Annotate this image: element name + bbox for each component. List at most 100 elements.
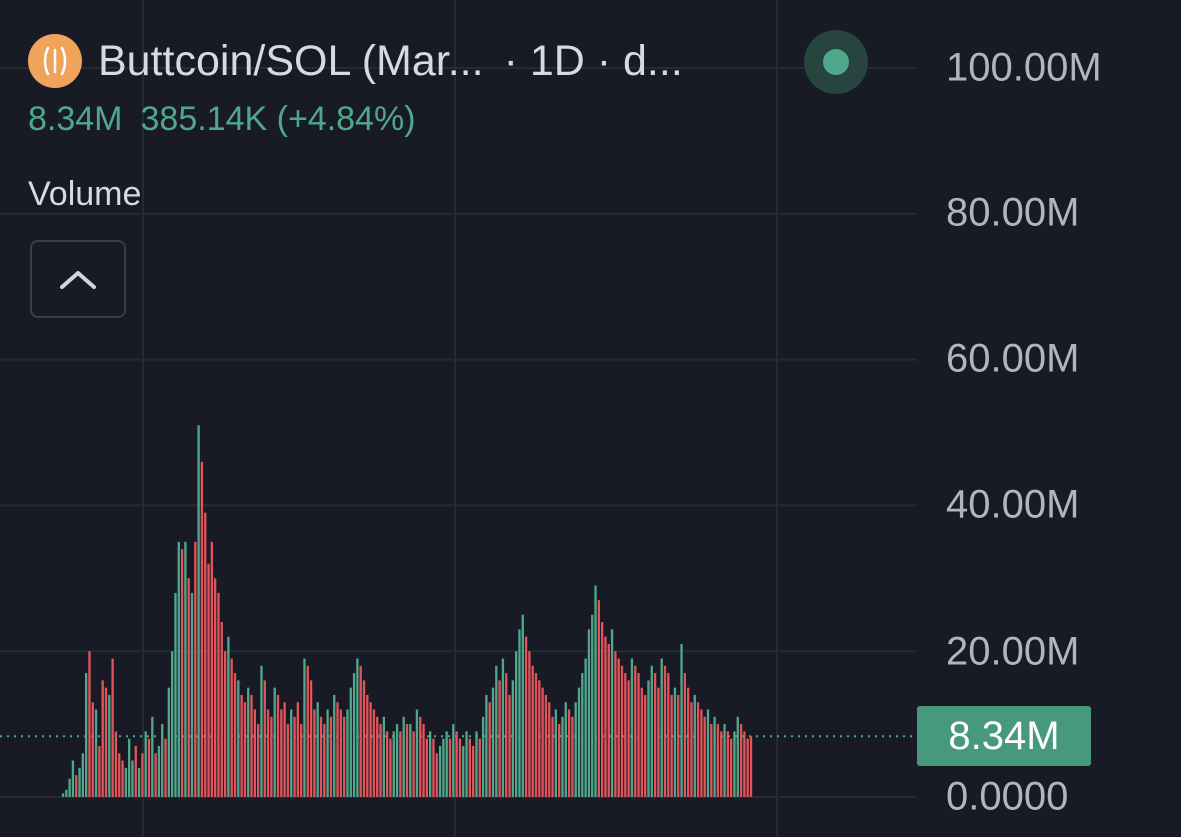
volume-bar <box>293 716 296 797</box>
volume-bar <box>739 724 743 797</box>
pair-name: Buttcoin/SOL (Mar... <box>98 36 484 85</box>
volume-bar <box>478 738 481 797</box>
volume-bar <box>644 694 647 797</box>
volume-bar <box>134 745 137 797</box>
volume-bar <box>78 767 81 797</box>
volume-bar <box>452 724 455 797</box>
volume-bar <box>352 673 356 797</box>
volume-bar <box>442 738 445 797</box>
volume-bar <box>210 541 214 797</box>
volume-bar <box>713 716 716 797</box>
volume-bar <box>323 724 326 797</box>
volume-bar <box>515 651 518 797</box>
axis-label: 80.00M <box>946 190 1080 235</box>
indicator-label[interactable]: Volume <box>28 175 142 213</box>
volume-bar <box>237 680 240 797</box>
volume-bar <box>425 738 429 797</box>
volume-bar <box>339 709 343 797</box>
volume-bar <box>379 724 382 797</box>
volume-bar <box>157 745 161 797</box>
volume-bar <box>438 745 442 797</box>
market-status-indicator[interactable] <box>804 30 868 94</box>
volume-bar <box>389 738 392 797</box>
volume-bar <box>594 585 597 797</box>
volume-bar <box>534 673 538 797</box>
collapse-button[interactable] <box>30 240 126 318</box>
volume-bar <box>392 731 395 797</box>
volume-bar <box>276 694 280 797</box>
volume-bar <box>85 673 88 797</box>
volume-bar <box>422 724 425 797</box>
volume-bar <box>577 687 581 797</box>
volume-bar <box>184 541 187 797</box>
axis-label: 20.00M <box>946 629 1080 674</box>
volume-bar <box>657 687 660 797</box>
volume-bar <box>730 738 733 797</box>
volume-bar <box>601 622 604 797</box>
volume-bar <box>630 658 634 797</box>
volume-bar <box>637 673 640 797</box>
volume-bar <box>240 694 243 797</box>
volume-bar <box>167 687 171 797</box>
volume-bar <box>495 665 498 797</box>
volume-bar <box>667 673 670 797</box>
volume-bar <box>217 592 220 797</box>
volume-bar <box>548 702 551 797</box>
volume-bar <box>723 724 726 797</box>
axis-label: 0.0000 <box>946 774 1069 819</box>
volume-bar <box>706 709 710 797</box>
volume-bar <box>435 753 438 797</box>
volume-bar <box>663 665 667 797</box>
volume-bar <box>465 731 468 797</box>
volume-bar <box>610 629 614 797</box>
volume-bar <box>207 563 210 797</box>
volume-bar <box>680 643 683 797</box>
volume-bar <box>544 694 548 797</box>
volume-bar <box>647 680 650 797</box>
volume-bar <box>584 658 587 797</box>
volume-bar <box>521 614 524 797</box>
volume-bar <box>65 789 68 797</box>
volume-bar <box>620 665 624 797</box>
volume-bar <box>233 673 237 797</box>
volume-bar <box>68 778 71 797</box>
volume-bar <box>319 716 323 797</box>
volume-bar <box>634 665 637 797</box>
volume-bar <box>720 731 723 797</box>
axis-label: 60.00M <box>946 336 1080 381</box>
volume-bar <box>300 724 303 797</box>
interval-label: · 1D · d... <box>503 36 683 85</box>
volume-bar <box>743 731 746 797</box>
volume-bar <box>336 702 339 797</box>
volume-bar <box>405 724 409 797</box>
volume-bar <box>458 738 462 797</box>
volume-bar <box>326 709 329 797</box>
volume-bar <box>505 673 508 797</box>
volume-value: 8.34M <box>28 100 123 138</box>
volume-bar <box>144 731 147 797</box>
volume-bar <box>518 629 521 797</box>
volume-bar <box>700 709 703 797</box>
volume-bar <box>286 724 290 797</box>
volume-change: 385.14K (+4.84%) <box>140 100 416 138</box>
volume-bar <box>263 680 266 797</box>
symbol-title[interactable]: Buttcoin/SOL (Mar... · 1D · d... <box>98 37 683 86</box>
volume-bar <box>257 724 260 797</box>
volume-bar <box>270 716 273 797</box>
volume-bar <box>429 731 432 797</box>
volume-bar <box>673 687 677 797</box>
volume-bar <box>333 694 336 797</box>
volume-bar <box>200 461 204 797</box>
volume-bar <box>448 738 452 797</box>
volume-bar <box>94 709 98 797</box>
volume-bar <box>359 665 362 797</box>
volume-bar <box>419 716 422 797</box>
volume-bar <box>415 709 419 797</box>
volume-bar <box>491 687 495 797</box>
volume-bar <box>204 512 207 797</box>
volume-bar <box>567 709 571 797</box>
volume-bar <box>511 680 515 797</box>
volume-bar <box>716 724 720 797</box>
volume-bar <box>508 694 511 797</box>
